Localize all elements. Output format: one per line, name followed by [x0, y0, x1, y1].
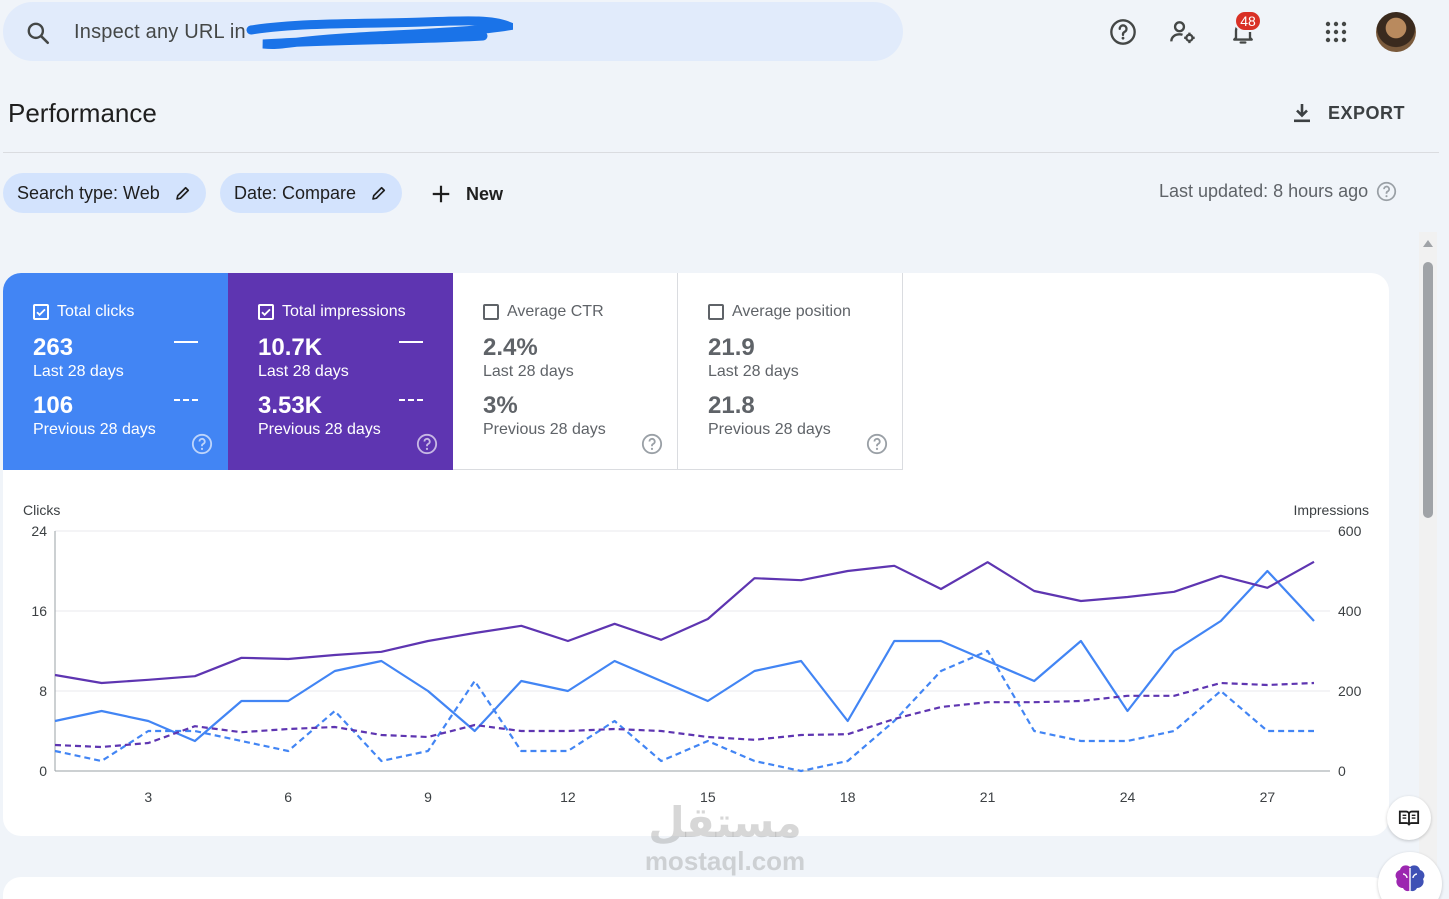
help-icon[interactable]	[866, 433, 888, 455]
y-tick-label-left: 24	[31, 523, 47, 539]
x-tick-label: 12	[560, 789, 576, 805]
last-updated-text: Last updated: 8 hours ago	[1159, 181, 1369, 201]
metric-previous-value: 106	[33, 392, 74, 419]
guide-book-button[interactable]	[1387, 796, 1431, 840]
export-label: EXPORT	[1328, 102, 1406, 123]
plus-icon	[432, 185, 450, 203]
impressions-dashed-series-line	[54, 681, 1315, 749]
y-tick-label-left: 16	[31, 603, 47, 619]
edit-pencil-icon	[372, 186, 386, 200]
watermark: مستقل mostaql.com	[630, 800, 820, 885]
redaction-scribble	[246, 16, 513, 50]
search-placeholder: Inspect any URL in	[74, 21, 246, 43]
impressions-solid-series-line	[54, 560, 1315, 685]
metric-current-period: Last 28 days	[258, 363, 349, 380]
watermark-latin: mostaql.com	[644, 846, 806, 876]
new-filter-button[interactable]: New	[430, 176, 503, 212]
y-axis-title-right: Impressions	[1294, 502, 1369, 518]
search-type-label: Search type: Web	[17, 182, 160, 203]
metric-label: Average CTR	[507, 303, 604, 320]
solid-line-legend	[399, 341, 423, 343]
x-tick-label: 27	[1260, 789, 1276, 805]
x-tick-label: 21	[980, 789, 996, 805]
checkbox-unchecked-icon[interactable]	[708, 304, 724, 320]
scroll-up-arrow-icon[interactable]	[1423, 240, 1433, 247]
search-icon	[27, 22, 50, 45]
y-tick-label-right: 600	[1338, 523, 1362, 539]
metric-label: Total impressions	[282, 303, 406, 320]
y-tick-label-left: 8	[39, 683, 47, 699]
date-filter-chip[interactable]: Date: Compare	[220, 173, 403, 213]
download-icon	[1294, 104, 1310, 123]
metric-previous-period: Previous 28 days	[258, 421, 381, 438]
checkbox-checked-icon[interactable]	[258, 304, 274, 320]
help-icon[interactable]	[1105, 14, 1141, 50]
page-title: Performance	[8, 98, 157, 128]
metric-current-period: Last 28 days	[33, 363, 124, 380]
clicks-solid-series-line	[54, 569, 1315, 743]
x-tick-label: 18	[840, 789, 856, 805]
metric-current-period: Last 28 days	[708, 363, 799, 380]
queries-card	[3, 877, 1389, 899]
scrollbar-thumb[interactable]	[1423, 262, 1433, 518]
last-updated-status: Last updated: 8 hours ago	[1159, 181, 1397, 202]
y-axis-title-left: Clicks	[23, 502, 60, 518]
brain-icon	[1395, 865, 1425, 892]
metric-previous-value: 21.8	[708, 392, 755, 419]
metric-previous-value: 3.53K	[258, 392, 323, 419]
dashed-line-legend	[399, 399, 423, 401]
help-icon[interactable]	[1376, 181, 1397, 202]
checkbox-checked-icon[interactable]	[33, 304, 49, 320]
metric-current-period: Last 28 days	[483, 363, 574, 380]
y-tick-label-right: 0	[1338, 763, 1346, 779]
solid-line-legend	[174, 341, 198, 343]
account-avatar[interactable]	[1376, 12, 1416, 52]
metric-label: Total clicks	[57, 303, 135, 320]
header-divider	[3, 152, 1439, 153]
dashed-line-legend	[174, 399, 198, 401]
x-tick-label: 15	[700, 789, 716, 805]
y-tick-label-right: 400	[1338, 603, 1362, 619]
export-button[interactable]: EXPORT	[1290, 96, 1405, 130]
performance-card: Total clicks 263 Last 28 days 106 Previo…	[3, 273, 1389, 836]
metric-current-value: 2.4%	[483, 334, 538, 361]
edit-pencil-icon	[175, 186, 189, 200]
date-filter-label: Date: Compare	[234, 182, 357, 203]
open-book-icon	[1398, 810, 1420, 826]
metric-total-clicks[interactable]: Total clicks 263 Last 28 days 106 Previo…	[3, 273, 228, 470]
user-settings-icon[interactable]	[1165, 14, 1201, 50]
help-icon[interactable]	[191, 433, 213, 455]
metric-previous-value: 3%	[483, 392, 518, 419]
x-tick-label: 3	[144, 789, 152, 805]
watermark-arabic: مستقل	[648, 798, 802, 847]
metric-average-position[interactable]: Average position 21.9 Last 28 days 21.8 …	[678, 273, 903, 470]
checkbox-unchecked-icon[interactable]	[483, 304, 499, 320]
new-filter-label: New	[466, 183, 504, 204]
metric-previous-period: Previous 28 days	[708, 421, 831, 438]
metric-current-value: 21.9	[708, 334, 755, 361]
url-inspection-search-bar[interactable]: Inspect any URL in	[3, 2, 903, 61]
x-tick-label: 6	[284, 789, 292, 805]
metric-previous-period: Previous 28 days	[483, 421, 606, 438]
metric-total-impressions[interactable]: Total impressions 10.7K Last 28 days 3.5…	[228, 273, 453, 470]
help-icon[interactable]	[641, 433, 663, 455]
clicks-dashed-series-line	[54, 649, 1314, 773]
performance-line-chart[interactable]: Clicks Impressions 0 8 16 24 0 200 400 600 3 6 9 12 15…	[3, 493, 1389, 823]
x-tick-label: 24	[1120, 789, 1136, 805]
apps-grid-icon[interactable]	[1318, 14, 1354, 50]
ai-assistant-button[interactable]	[1378, 852, 1442, 899]
y-tick-label-right: 200	[1338, 683, 1362, 699]
metric-current-value: 263	[33, 334, 74, 361]
metric-label: Average position	[732, 303, 851, 320]
y-tick-label-left: 0	[39, 763, 47, 779]
metric-previous-period: Previous 28 days	[33, 421, 156, 438]
help-icon[interactable]	[416, 433, 438, 455]
notification-count-badge: 48	[1234, 10, 1262, 32]
metric-average-ctr[interactable]: Average CTR 2.4% Last 28 days 3% Previou…	[453, 273, 678, 470]
x-tick-label: 9	[424, 789, 432, 805]
metric-current-value: 10.7K	[258, 334, 323, 361]
search-type-filter-chip[interactable]: Search type: Web	[3, 173, 206, 213]
